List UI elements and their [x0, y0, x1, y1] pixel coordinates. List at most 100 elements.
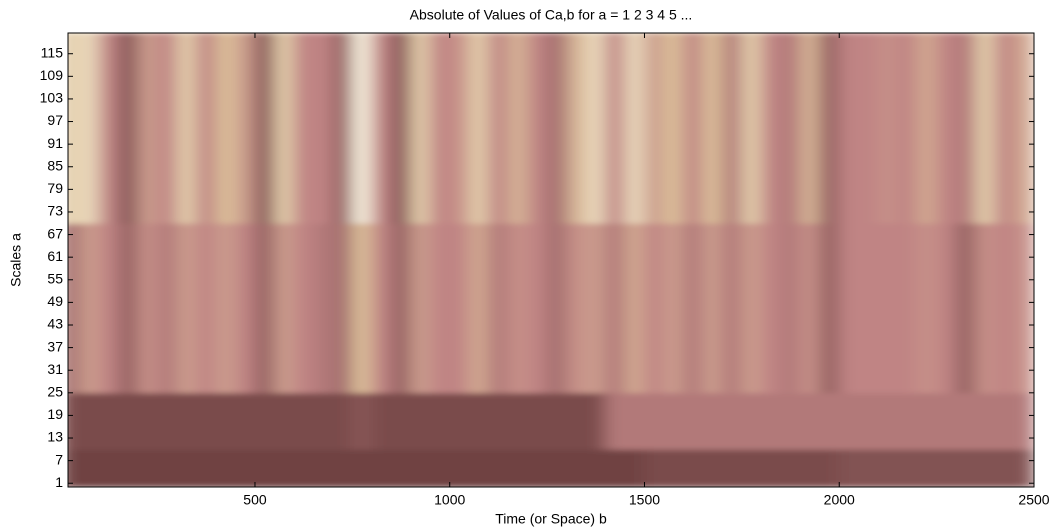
- heatmap-cell: [1014, 33, 1034, 224]
- heatmap-cell: [215, 448, 236, 487]
- plot-frame: [67, 32, 1035, 488]
- heatmap-cell: [332, 33, 353, 224]
- heatmap-cell: [741, 33, 762, 224]
- heatmap-cell: [351, 448, 373, 487]
- heatmap-cell: [858, 392, 879, 450]
- heatmap-cell: [585, 33, 607, 224]
- heatmap-cell: [293, 222, 314, 394]
- heatmap-cell: [68, 222, 81, 394]
- heatmap-cell: [682, 392, 704, 450]
- heatmap-cell: [799, 222, 821, 394]
- heatmap-cell: [527, 222, 548, 394]
- x-tick-label: 1000: [434, 492, 465, 508]
- heatmap-cell: [468, 222, 490, 394]
- heatmap-cell: [234, 33, 256, 224]
- heatmap-cell: [98, 33, 120, 224]
- heatmap-cell: [390, 448, 412, 487]
- heatmap-cell: [994, 392, 1016, 450]
- heatmap-cell: [741, 222, 762, 394]
- heatmap-cell: [273, 392, 295, 450]
- heatmap-cell: [585, 222, 607, 394]
- y-tick-label: 85: [47, 157, 63, 173]
- heatmap-cell: [780, 33, 801, 224]
- heatmap-cell: [410, 33, 431, 224]
- heatmap-cell: [449, 222, 470, 394]
- heatmap-cell: [936, 222, 957, 394]
- heatmap-cell: [137, 222, 159, 394]
- heatmap-cell: [176, 222, 198, 394]
- heatmap-cell: [702, 392, 723, 450]
- heatmap-cell: [643, 448, 665, 487]
- heatmap-cell: [663, 33, 684, 224]
- y-tick-label: 13: [47, 429, 63, 445]
- heatmap-cell: [137, 448, 159, 487]
- heatmap-cell: [916, 33, 938, 224]
- heatmap-cell: [429, 222, 451, 394]
- heatmap-cell: [721, 222, 743, 394]
- heatmap-cell: [605, 392, 626, 450]
- heatmap-cell: [760, 392, 782, 450]
- heatmap-cell: [351, 392, 373, 450]
- heatmap-cell: [98, 222, 120, 394]
- heatmap-cell: [293, 33, 314, 224]
- x-tick-label: 500: [243, 492, 267, 508]
- heatmap-cell: [79, 448, 100, 487]
- heatmap-cell: [390, 392, 412, 450]
- heatmap-cell: [1014, 222, 1034, 394]
- heatmap-cell: [702, 222, 723, 394]
- y-tick-label: 25: [47, 384, 63, 400]
- heatmap-cell: [312, 33, 334, 224]
- y-tick-label: 49: [47, 293, 63, 309]
- heatmap-cell: [819, 33, 840, 224]
- x-axis-label: Time (or Space) b: [495, 511, 607, 527]
- heatmap-cell: [507, 222, 529, 394]
- heatmap-cell: [157, 392, 178, 450]
- heatmap-cell: [254, 392, 275, 450]
- heatmap-cell: [332, 392, 353, 450]
- heatmap-cell: [507, 33, 529, 224]
- heatmap-cell: [468, 392, 490, 450]
- heatmap-cell: [118, 33, 139, 224]
- heatmap-cell: [799, 392, 821, 450]
- heatmap-cell: [624, 33, 645, 224]
- heatmap-cell: [955, 392, 977, 450]
- y-tick-label: 91: [47, 135, 63, 151]
- heatmap-cell: [819, 222, 840, 394]
- heatmap-cell: [760, 222, 782, 394]
- heatmap-cell: [955, 33, 977, 224]
- heatmap-cell: [488, 392, 509, 450]
- heatmap-cell: [936, 448, 957, 487]
- heatmap-cell: [799, 448, 821, 487]
- heatmap-cell: [293, 448, 314, 487]
- heatmap-cell: [838, 222, 860, 394]
- y-tick-label: 31: [47, 361, 63, 377]
- heatmap-cell: [176, 448, 198, 487]
- heatmap-cell: [682, 33, 704, 224]
- heatmap-cell: [98, 392, 120, 450]
- heatmap-cell: [566, 222, 587, 394]
- heatmap-cell: [273, 222, 295, 394]
- heatmap-cell: [254, 222, 275, 394]
- heatmap-cell: [371, 33, 392, 224]
- heatmap-cell: [332, 448, 353, 487]
- heatmap-cell: [527, 33, 548, 224]
- heatmap-cell: [566, 33, 587, 224]
- heatmap-cell: [234, 222, 256, 394]
- heatmap-cell: [877, 392, 899, 450]
- heatmap-cell: [429, 33, 451, 224]
- heatmap-cell: [371, 448, 392, 487]
- heatmap-cell: [68, 392, 81, 450]
- heatmap-cell: [702, 33, 723, 224]
- heatmap-cell: [215, 392, 236, 450]
- heatmap-cell: [643, 392, 665, 450]
- y-axis-label: Scales a: [8, 233, 24, 287]
- heatmap-cell: [118, 222, 139, 394]
- heatmap-cell: [605, 448, 626, 487]
- x-tick-label: 2500: [1018, 492, 1049, 508]
- heatmap-cell: [273, 448, 295, 487]
- heatmap-cell: [157, 448, 178, 487]
- heatmap-cell: [819, 392, 840, 450]
- heatmap-cell: [371, 392, 392, 450]
- heatmap-cell: [624, 222, 645, 394]
